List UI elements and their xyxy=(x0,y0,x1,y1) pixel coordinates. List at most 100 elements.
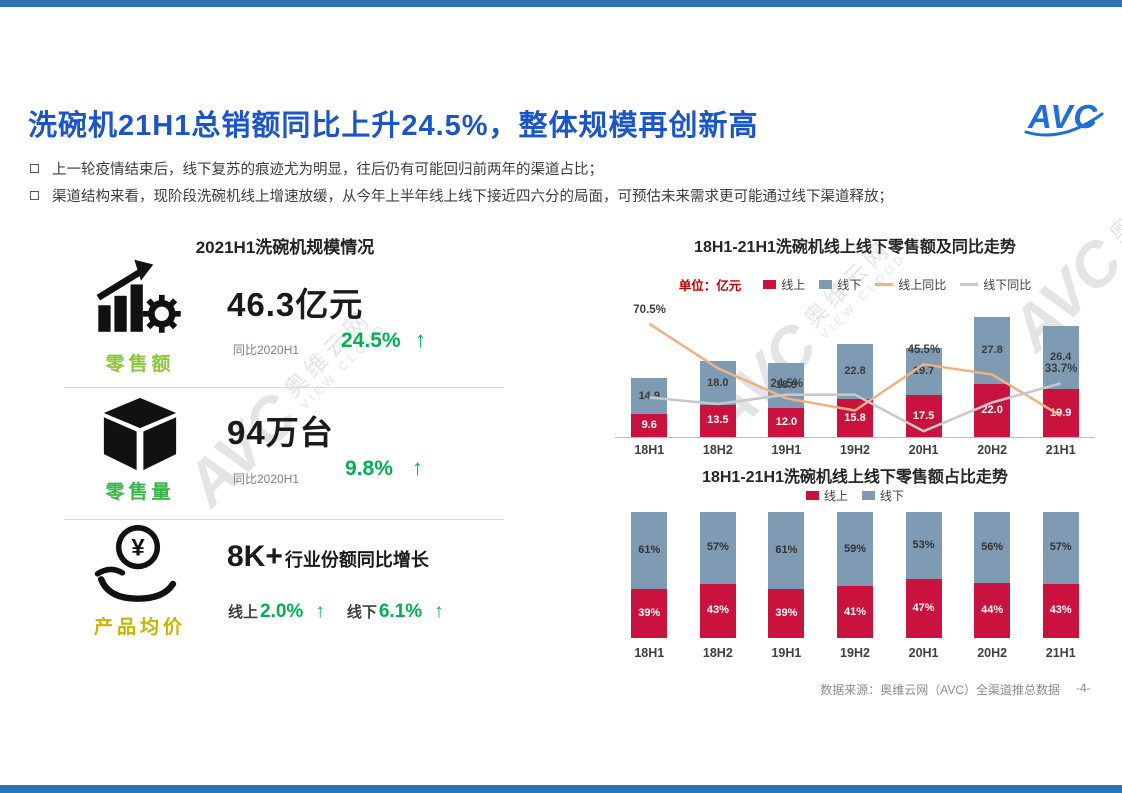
avc-logo: AVC xyxy=(1022,96,1114,146)
legend-label: 线上同比 xyxy=(898,277,947,292)
bar-chart-gear-icon xyxy=(92,256,188,351)
offline-share-segment: 61% xyxy=(768,512,805,589)
legend-item: 线上 xyxy=(805,487,848,504)
category-label: 18H2 xyxy=(702,443,733,457)
category-label: 20H2 xyxy=(977,646,1008,660)
legend-item: 线下同比 xyxy=(960,276,1031,293)
top-accent-bar xyxy=(0,0,1122,7)
bar-value-label: 17.5 xyxy=(912,409,935,422)
left-panel-title: 2021H1洗碗机规模情况 xyxy=(195,238,375,257)
offline-share-segment: 56% xyxy=(974,512,1011,583)
share-value-label: 41% xyxy=(843,605,867,618)
category-label: 19H1 xyxy=(771,443,802,457)
share-value-label: 57% xyxy=(1049,541,1072,554)
online-share-segment: 39% xyxy=(768,588,805,638)
share-trend-legend: 线上 线下 xyxy=(615,487,1095,504)
bar-value-label: 22.0 xyxy=(981,404,1003,417)
category-label: 18H1 xyxy=(634,646,665,660)
yen-symbol: ¥ xyxy=(131,534,145,561)
yoy-line-label: 45.5% xyxy=(907,344,941,357)
share-value-label: 44% xyxy=(981,603,1004,616)
legend-item: 线上同比 xyxy=(875,276,946,293)
up-arrow-icon: ↑ xyxy=(434,601,444,622)
share-trend-categories: 18H1 18H2 19H1 19H2 20H1 20H2 21H1 xyxy=(615,646,1095,662)
divider xyxy=(64,519,504,520)
retail-volume-compare-label: 同比2020H1 xyxy=(233,472,300,486)
bar-value-label: 18.0 xyxy=(707,376,729,389)
bullet-item: 上一轮疫情结束后，线下复苏的痕迹尤为明显，往后仍有可能回归前两年的渠道占比； xyxy=(30,160,1092,180)
bar-value-label: 19.9 xyxy=(1049,406,1072,419)
average-price-desc: 行业份额同比增长 xyxy=(284,550,429,570)
category-label: 19H1 xyxy=(771,646,802,660)
legend-label: 线下 xyxy=(880,488,905,503)
metric-label-average-price: 产品均价 xyxy=(93,617,186,638)
bullet-square-icon xyxy=(30,164,39,173)
offline-share-segment: 59% xyxy=(837,512,873,587)
legend-label: 线下同比 xyxy=(983,277,1032,292)
metric-label-retail-volume: 零售量 xyxy=(105,482,175,503)
offline-bar-segment: 22.8 xyxy=(837,344,873,400)
bar-value-label: 15.8 xyxy=(844,411,866,424)
offline-bar-segment: 14.9 xyxy=(631,378,668,414)
share-value-label: 61% xyxy=(638,543,661,556)
avc-logo-swoosh-icon xyxy=(1024,112,1104,137)
legend-swatch xyxy=(805,490,819,500)
yoy-line-label: 24.5% xyxy=(770,378,804,391)
online-share-segment: 39% xyxy=(631,588,668,638)
share-value-label: 43% xyxy=(1049,604,1072,617)
data-source-note: 数据来源：奥维云网（AVC）全渠道推总数据 xyxy=(820,683,1060,697)
offline-share-segment: 57% xyxy=(699,512,736,584)
bar-value-label: 19.7 xyxy=(912,364,935,377)
yoy-lines xyxy=(648,322,1062,433)
share-value-label: 59% xyxy=(843,542,867,555)
share-value-label: 47% xyxy=(912,601,935,614)
retail-volume-amount: 94万台 xyxy=(227,414,334,451)
bullet-text: 渠道结构来看，现阶段洗碗机线上增速放缓，从今年上半年线上线下接近四六分的局面，可… xyxy=(52,189,893,206)
legend-label: 线上 xyxy=(823,488,848,503)
online-change: 2.0% xyxy=(260,601,304,622)
legend-swatch xyxy=(763,279,777,289)
category-label: 20H2 xyxy=(977,443,1008,457)
share-trend-chart-title: 18H1-21H1洗碗机线上线下零售额占比走势 xyxy=(702,469,1008,486)
unit-label: 单位：亿元 xyxy=(678,278,742,293)
divider xyxy=(64,387,504,388)
bullet-item: 渠道结构来看，现阶段洗碗机线上增速放缓，从今年上半年线上线下接近四六分的局面，可… xyxy=(30,187,1092,207)
legend-swatch xyxy=(819,279,833,289)
online-bar-segment: 15.8 xyxy=(837,399,873,437)
bar-value-label: 12.0 xyxy=(775,416,798,429)
up-arrow-icon: ↑ xyxy=(415,327,426,352)
average-price-value: 8K+ 行业份额同比增长 xyxy=(227,540,429,574)
online-bar-segment: 22.0 xyxy=(974,384,1011,437)
legend-swatch xyxy=(960,282,979,286)
category-label: 20H1 xyxy=(908,646,939,660)
bottom-accent-bar xyxy=(0,785,1122,793)
legend-item: 线上 xyxy=(763,276,805,293)
legend-label: 线下 xyxy=(837,277,862,292)
bar-value-label: 9.6 xyxy=(641,418,657,431)
metric-label-retail-value: 零售额 xyxy=(105,354,175,375)
category-label: 21H1 xyxy=(1045,443,1076,457)
legend-swatch xyxy=(875,282,894,286)
online-share-segment: 41% xyxy=(837,586,873,638)
category-label: 18H1 xyxy=(634,443,665,457)
share-value-label: 56% xyxy=(981,540,1004,553)
online-bar-segment: 13.5 xyxy=(699,404,736,437)
bar-value-label: 13.5 xyxy=(707,414,729,427)
online-bar-segment: 12.0 xyxy=(768,408,805,437)
value-trend-chart-title: 18H1-21H1洗碗机线上线下零售额及同比走势 xyxy=(694,239,1016,256)
category-label: 18H2 xyxy=(702,646,733,660)
yoy-line xyxy=(649,382,1062,433)
category-label: 19H2 xyxy=(840,443,870,457)
value-trend-plot: 9.6 14.9 13.5 18.0 12.0 18.9 15.8 22.8 17.5 19.7 2… xyxy=(615,296,1095,438)
value-trend-categories: 18H1 18H2 19H1 19H2 20H1 20H2 21H1 xyxy=(615,443,1095,459)
up-arrow-icon: ↑ xyxy=(315,601,325,622)
box-icon xyxy=(98,394,182,479)
share-value-label: 61% xyxy=(775,543,798,556)
share-value-label: 53% xyxy=(912,538,935,551)
share-value-label: 43% xyxy=(706,604,729,617)
share-value-label: 39% xyxy=(638,606,661,619)
offline-share-segment: 61% xyxy=(631,512,668,589)
average-price-highlight: 8K+ xyxy=(227,540,283,573)
page-title: 洗碗机21H1总销额同比上升24.5%，整体规模再创新高 xyxy=(28,110,759,142)
